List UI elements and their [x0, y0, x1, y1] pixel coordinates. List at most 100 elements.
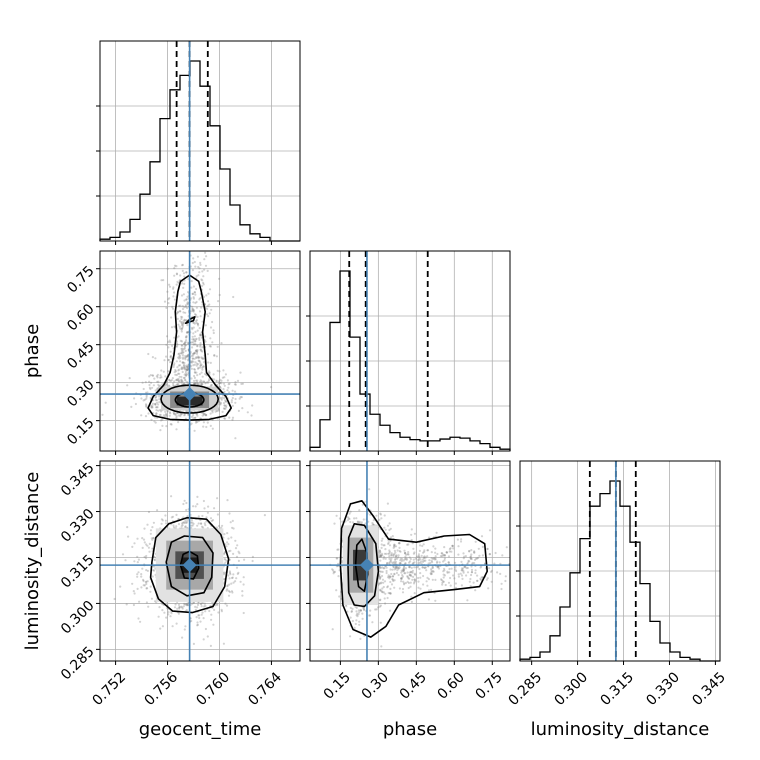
scatter-point — [234, 397, 237, 401]
scatter-point — [169, 354, 172, 357]
scatter-point — [237, 571, 240, 574]
scatter-point — [394, 551, 397, 554]
scatter-point — [191, 521, 194, 524]
scatter-point — [222, 402, 226, 405]
scatter-point — [187, 369, 190, 372]
scatter-point — [410, 528, 413, 531]
scatter-point — [369, 513, 372, 516]
scatter-point — [179, 356, 182, 359]
scatter-point — [470, 549, 473, 552]
scatter-point — [154, 421, 157, 424]
scatter-point — [186, 324, 189, 327]
scatter-point — [381, 554, 384, 557]
scatter-point — [200, 525, 204, 528]
scatter-point — [184, 304, 187, 307]
scatter-point — [488, 529, 492, 532]
scatter-point — [225, 545, 228, 548]
scatter-point — [211, 341, 214, 344]
scatter-point — [490, 569, 493, 572]
scatter-point — [166, 410, 169, 413]
scatter-point — [193, 352, 196, 355]
scatter-point — [404, 562, 407, 565]
scatter-point — [331, 568, 334, 571]
scatter-point — [204, 251, 207, 254]
scatter-point — [215, 379, 218, 382]
scatter-point — [145, 395, 148, 398]
scatter-point — [197, 363, 200, 366]
scatter-point — [242, 576, 245, 579]
scatter-point — [178, 606, 181, 609]
scatter-point — [447, 555, 451, 558]
scatter-point — [378, 605, 381, 608]
scatter-point — [394, 558, 397, 561]
scatter-point — [379, 550, 382, 554]
scatter-point — [412, 562, 415, 565]
scatter-point — [153, 565, 156, 568]
scatter-point — [174, 370, 178, 373]
scatter-point — [227, 386, 230, 389]
scatter-point — [391, 535, 394, 538]
scatter-point — [196, 524, 199, 527]
scatter-point — [209, 345, 212, 348]
scatter-point — [225, 406, 228, 409]
scatter-point — [173, 336, 176, 339]
scatter-point — [393, 560, 396, 564]
scatter-point — [226, 585, 229, 588]
scatter-point — [404, 567, 407, 570]
scatter-point — [182, 366, 185, 369]
scatter-point — [222, 382, 226, 385]
scatter-point — [401, 587, 405, 591]
scatter-point — [146, 569, 149, 573]
scatter-point — [356, 615, 359, 618]
scatter-point — [380, 539, 383, 542]
scatter-point — [200, 356, 203, 359]
scatter-point — [148, 380, 151, 383]
scatter-point — [196, 344, 199, 347]
scatter-point — [212, 331, 215, 335]
scatter-point — [145, 405, 148, 408]
scatter-point — [190, 422, 193, 425]
scatter-point — [204, 524, 207, 527]
scatter-point — [177, 353, 180, 356]
scatter-point — [194, 338, 197, 341]
scatter-point — [184, 370, 187, 373]
scatter-point — [191, 292, 195, 295]
scatter-point — [196, 349, 199, 352]
scatter-point — [177, 612, 180, 615]
scatter-point — [398, 562, 401, 565]
scatter-point — [406, 575, 409, 578]
scatter-point — [412, 558, 415, 561]
scatter-point — [185, 368, 188, 372]
scatter-point — [198, 614, 201, 617]
scatter-point — [183, 299, 186, 302]
scatter-point — [403, 549, 406, 552]
scatter-point — [197, 324, 200, 327]
scatter-point — [211, 519, 215, 522]
scatter-point — [466, 566, 469, 570]
scatter-point — [199, 344, 202, 347]
scatter-point — [209, 424, 212, 427]
scatter-point — [154, 406, 158, 409]
scatter-point — [194, 343, 197, 346]
scatter-point — [175, 513, 178, 517]
scatter-point — [379, 555, 382, 558]
scatter-point — [186, 367, 190, 370]
scatter-point — [177, 523, 181, 526]
scatter-point — [394, 560, 397, 564]
scatter-point — [409, 557, 412, 561]
scatter-point — [396, 549, 399, 552]
scatter-point — [192, 326, 195, 329]
scatter-point — [393, 553, 396, 556]
scatter-point — [332, 570, 335, 574]
scatter-point — [185, 501, 188, 505]
scatter-point — [185, 365, 189, 368]
scatter-point — [156, 406, 159, 409]
scatter-point — [151, 575, 154, 578]
scatter-point — [202, 365, 205, 368]
scatter-point — [157, 380, 160, 383]
scatter-point — [183, 382, 186, 385]
scatter-point — [167, 384, 170, 387]
scatter-point — [409, 585, 412, 588]
scatter-point — [186, 354, 189, 357]
scatter-point — [469, 556, 472, 559]
